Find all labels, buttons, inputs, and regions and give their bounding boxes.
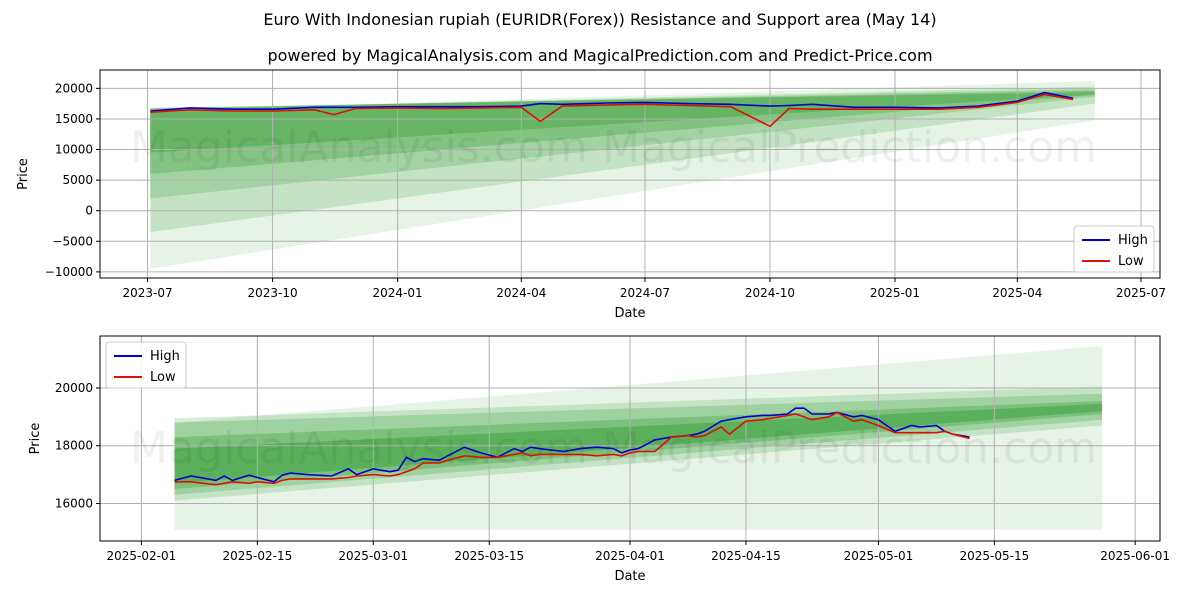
y-tick-label: 5000 <box>62 173 93 187</box>
watermark-text: MagicalPrediction.com <box>602 423 1097 474</box>
y-tick-label: 16000 <box>55 496 93 510</box>
bands-group <box>150 81 1095 269</box>
support-resistance-band <box>174 346 1102 530</box>
chart-1: −10000 −5000 0 5000 10000 15000 20000 2023-07 20… <box>16 69 1166 321</box>
x-tick-label: 2025-06-01 <box>1100 549 1170 563</box>
y-tick-label: 10000 <box>55 143 93 157</box>
plot-frame <box>99 69 1161 279</box>
x-tick-label: 2024-07 <box>620 286 670 300</box>
x-tick-label: 2025-04 <box>992 286 1042 300</box>
y-tick-label: 20000 <box>55 381 93 395</box>
x-tick-label: 2025-04-01 <box>595 549 665 563</box>
x-tick-label: 2025-01 <box>870 286 920 300</box>
y-axis-label: Price <box>16 158 31 190</box>
y-tick-label: −5000 <box>52 234 93 248</box>
y-tick-label: 15000 <box>55 112 93 126</box>
support-resistance-band <box>174 403 1102 484</box>
x-tick-label: 2025-05-01 <box>844 549 914 563</box>
series-group <box>150 91 1074 128</box>
x-axis-label: Date <box>614 306 645 321</box>
y-axis-label: Price <box>28 423 43 455</box>
support-resistance-band <box>150 89 1095 199</box>
legend-label-low: Low <box>150 370 176 385</box>
y-tick-label: −10000 <box>45 265 93 279</box>
support-resistance-band <box>150 86 1095 233</box>
legend: High Low <box>105 341 187 389</box>
x-tick-label: 2025-03-01 <box>338 549 408 563</box>
x-tick-label: 2025-02-01 <box>107 549 177 563</box>
watermark-text: MagicalPrediction.com <box>602 122 1097 173</box>
series-line-high <box>174 407 970 483</box>
y-tick-label: 18000 <box>55 439 93 453</box>
x-tick-label: 2025-07 <box>1116 286 1166 300</box>
series-line-low <box>150 93 1074 128</box>
chart-2: 16000 18000 20000 2025-02-01 2025-02-15 2025-… <box>28 335 1170 584</box>
bands-group <box>174 346 1102 530</box>
x-tick-label: 2025-04-15 <box>711 549 781 563</box>
plot-frame <box>99 335 1161 542</box>
watermark-text: MagicalAnalysis.com <box>130 122 588 173</box>
x-tick-label: 2024-01 <box>373 286 423 300</box>
x-tick-label: 2024-10 <box>745 286 795 300</box>
series-line-high <box>150 91 1074 112</box>
chart-subtitle: powered by MagicalAnalysis.com and Magic… <box>267 46 933 65</box>
chart-title: Euro With Indonesian rupiah (EURIDR(Fore… <box>263 10 937 29</box>
legend: High Low <box>1073 225 1155 273</box>
support-resistance-band <box>150 81 1095 269</box>
watermark-text: MagicalAnalysis.com <box>130 423 588 474</box>
x-tick-label: 2024-04 <box>496 286 546 300</box>
legend-label-low: Low <box>1118 254 1144 269</box>
legend-label-high: High <box>150 349 180 364</box>
support-resistance-band <box>150 90 1095 174</box>
x-axis-label: Date <box>614 569 645 584</box>
x-tick-label: 2025-05-15 <box>960 549 1030 563</box>
series-group <box>174 407 970 486</box>
y-tick-label: 20000 <box>55 81 93 95</box>
x-tick-label: 2023-07 <box>122 286 172 300</box>
y-tick-label: 0 <box>85 204 93 218</box>
legend-label-high: High <box>1118 233 1148 248</box>
support-resistance-band <box>174 393 1102 495</box>
x-tick-label: 2025-03-15 <box>454 549 524 563</box>
x-tick-label: 2025-02-15 <box>222 549 292 563</box>
x-tick-label: 2023-10 <box>248 286 298 300</box>
series-line-low <box>174 411 970 486</box>
